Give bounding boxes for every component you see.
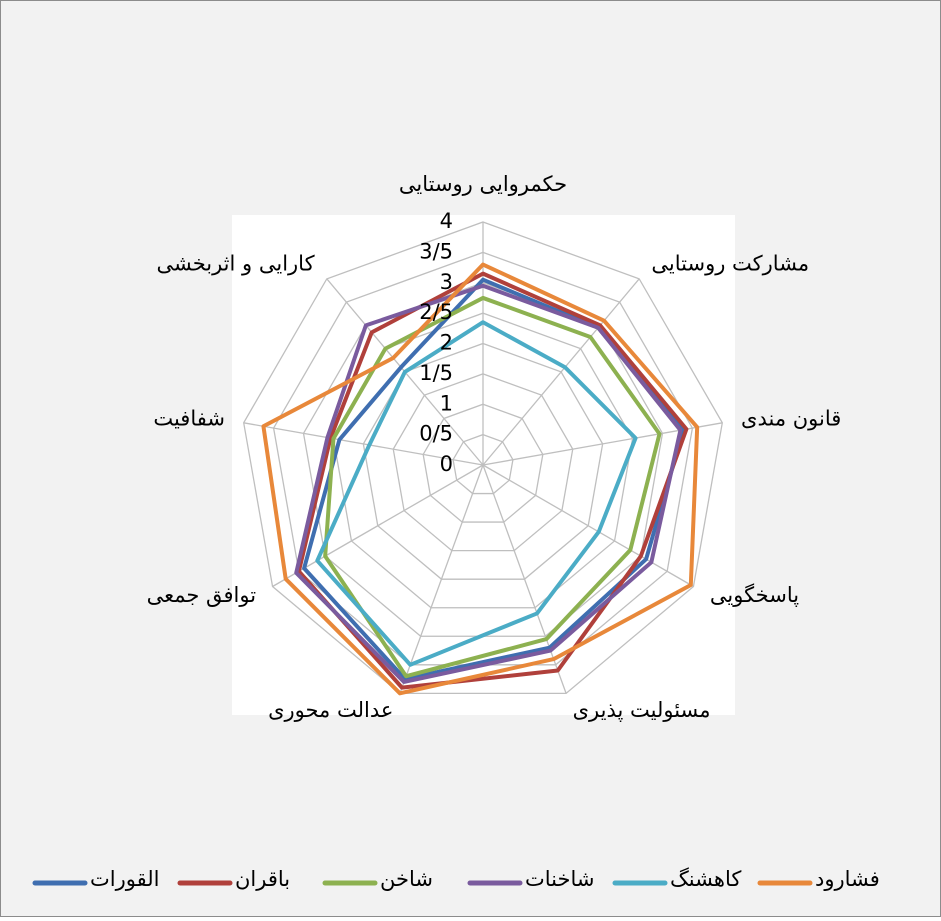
legend-label: کاهشنگ bbox=[670, 867, 741, 891]
legend-label: فشارود bbox=[815, 867, 880, 891]
r-tick-label: 1 bbox=[440, 391, 453, 415]
r-tick-label: 0/5 bbox=[419, 422, 453, 446]
r-tick-label: 3/5 bbox=[419, 239, 453, 263]
category-label: عدالت محوری bbox=[268, 698, 393, 722]
category-label: حکمروایی روستایی bbox=[399, 172, 567, 196]
chart: 0 0/5 1 1/5 2 2/5 3 3/5 4 حکمروایی روستایی مشارکت … bbox=[0, 0, 941, 917]
legend-label: باقران bbox=[235, 867, 290, 891]
category-label: پاسخگویی bbox=[710, 583, 799, 607]
page: {"chart_data": { "type": "radar", "categ… bbox=[0, 0, 941, 917]
category-label: قانون مندی bbox=[741, 407, 841, 431]
r-tick-label: 3 bbox=[440, 270, 453, 294]
r-tick-label: 1/5 bbox=[419, 361, 453, 385]
legend-label: شاخنات bbox=[525, 867, 594, 891]
r-tick-label: 4 bbox=[440, 209, 453, 233]
category-label: شفافیت bbox=[153, 407, 225, 431]
category-label: کارایی و اثربخشی bbox=[156, 251, 314, 275]
r-tick-label: 2/5 bbox=[419, 300, 453, 324]
legend-label: شاخن bbox=[380, 867, 433, 891]
category-label: توافق جمعی bbox=[147, 583, 257, 607]
category-label: مسئولیت پذیری bbox=[573, 698, 711, 722]
r-tick-label: 0 bbox=[440, 452, 453, 476]
category-label: مشارکت روستایی bbox=[651, 251, 809, 275]
r-tick-label: 2 bbox=[440, 331, 453, 355]
legend-label: القورات bbox=[90, 867, 159, 891]
